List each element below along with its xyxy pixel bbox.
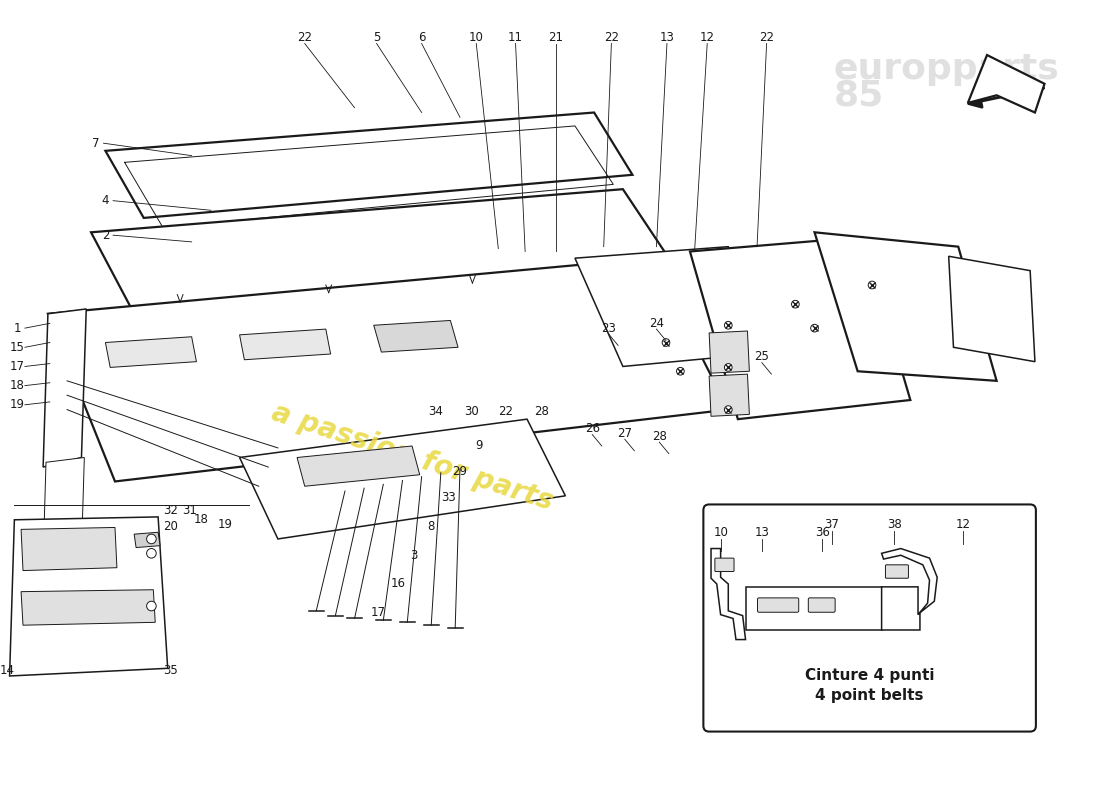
Text: 26: 26 [585, 422, 600, 435]
Text: 7: 7 [92, 137, 100, 150]
Polygon shape [134, 532, 159, 547]
Text: 34: 34 [429, 405, 443, 418]
Text: 32: 32 [163, 504, 178, 517]
Text: 14: 14 [0, 664, 15, 677]
Text: 36: 36 [815, 526, 829, 538]
Text: 1: 1 [13, 322, 21, 334]
FancyBboxPatch shape [886, 565, 909, 578]
Text: a passion for parts: a passion for parts [267, 398, 557, 516]
Text: 16: 16 [390, 578, 405, 590]
Polygon shape [43, 458, 85, 561]
Text: 30: 30 [464, 405, 478, 418]
Text: 5: 5 [373, 31, 381, 44]
Text: 22: 22 [297, 31, 312, 44]
Text: 11: 11 [508, 31, 524, 44]
Text: europparts: europparts [834, 52, 1059, 86]
Text: 10: 10 [713, 526, 728, 538]
Text: 33: 33 [441, 491, 455, 504]
Text: 3: 3 [410, 549, 418, 562]
Circle shape [868, 281, 876, 289]
Polygon shape [240, 419, 565, 539]
Text: Cinture 4 punti: Cinture 4 punti [805, 669, 934, 683]
Polygon shape [21, 590, 155, 625]
Text: 28: 28 [534, 405, 549, 418]
Text: 4: 4 [101, 194, 109, 207]
Text: 38: 38 [887, 518, 901, 531]
Text: 31: 31 [183, 504, 197, 517]
Polygon shape [297, 446, 420, 486]
Polygon shape [746, 587, 881, 630]
Polygon shape [43, 309, 86, 467]
Polygon shape [710, 374, 749, 416]
Text: 24: 24 [649, 317, 664, 330]
Text: 17: 17 [10, 360, 24, 373]
Circle shape [146, 549, 156, 558]
Circle shape [725, 322, 733, 329]
Text: 15: 15 [10, 341, 24, 354]
Polygon shape [814, 232, 997, 381]
Polygon shape [881, 549, 937, 630]
Text: 19: 19 [218, 518, 233, 531]
Circle shape [725, 406, 733, 414]
Text: 12: 12 [956, 518, 970, 531]
FancyBboxPatch shape [808, 598, 835, 612]
Circle shape [662, 338, 670, 346]
Polygon shape [21, 527, 117, 570]
Text: 8: 8 [428, 520, 435, 533]
Text: 4 point belts: 4 point belts [815, 688, 924, 702]
Text: 9: 9 [475, 439, 483, 453]
Text: 13: 13 [660, 31, 674, 44]
Text: 10: 10 [469, 31, 484, 44]
Polygon shape [575, 246, 777, 366]
FancyBboxPatch shape [715, 558, 734, 571]
Circle shape [146, 534, 156, 544]
Polygon shape [948, 256, 1035, 362]
Text: 35: 35 [163, 664, 178, 677]
Polygon shape [710, 331, 749, 373]
Circle shape [725, 363, 733, 371]
Text: 18: 18 [10, 379, 24, 392]
Text: 2: 2 [101, 229, 109, 242]
Text: 20: 20 [163, 520, 178, 533]
Text: 6: 6 [418, 31, 426, 44]
Text: 18: 18 [194, 514, 209, 526]
Circle shape [146, 602, 156, 611]
Text: 22: 22 [604, 31, 619, 44]
Polygon shape [106, 337, 197, 367]
Polygon shape [10, 517, 167, 676]
Text: 17: 17 [371, 606, 386, 619]
Polygon shape [240, 329, 331, 360]
Text: 13: 13 [755, 526, 769, 538]
Polygon shape [968, 55, 1045, 113]
Text: 29: 29 [452, 466, 468, 478]
Circle shape [676, 367, 684, 375]
Text: 22: 22 [498, 405, 514, 418]
Polygon shape [106, 113, 632, 218]
Circle shape [792, 300, 800, 308]
Text: 22: 22 [759, 31, 774, 44]
Text: 25: 25 [755, 350, 769, 363]
Text: 21: 21 [548, 31, 563, 44]
Text: 27: 27 [617, 427, 632, 440]
Circle shape [811, 324, 818, 332]
Text: 23: 23 [601, 322, 616, 334]
Text: 28: 28 [652, 430, 667, 443]
FancyBboxPatch shape [758, 598, 799, 612]
Polygon shape [48, 258, 728, 482]
Text: 85: 85 [834, 78, 884, 112]
Polygon shape [690, 237, 911, 419]
Polygon shape [374, 321, 458, 352]
Text: 19: 19 [10, 398, 24, 411]
Text: 37: 37 [824, 518, 839, 531]
Text: 12: 12 [700, 31, 715, 44]
FancyBboxPatch shape [703, 505, 1036, 731]
Polygon shape [91, 189, 671, 314]
Polygon shape [711, 549, 746, 639]
